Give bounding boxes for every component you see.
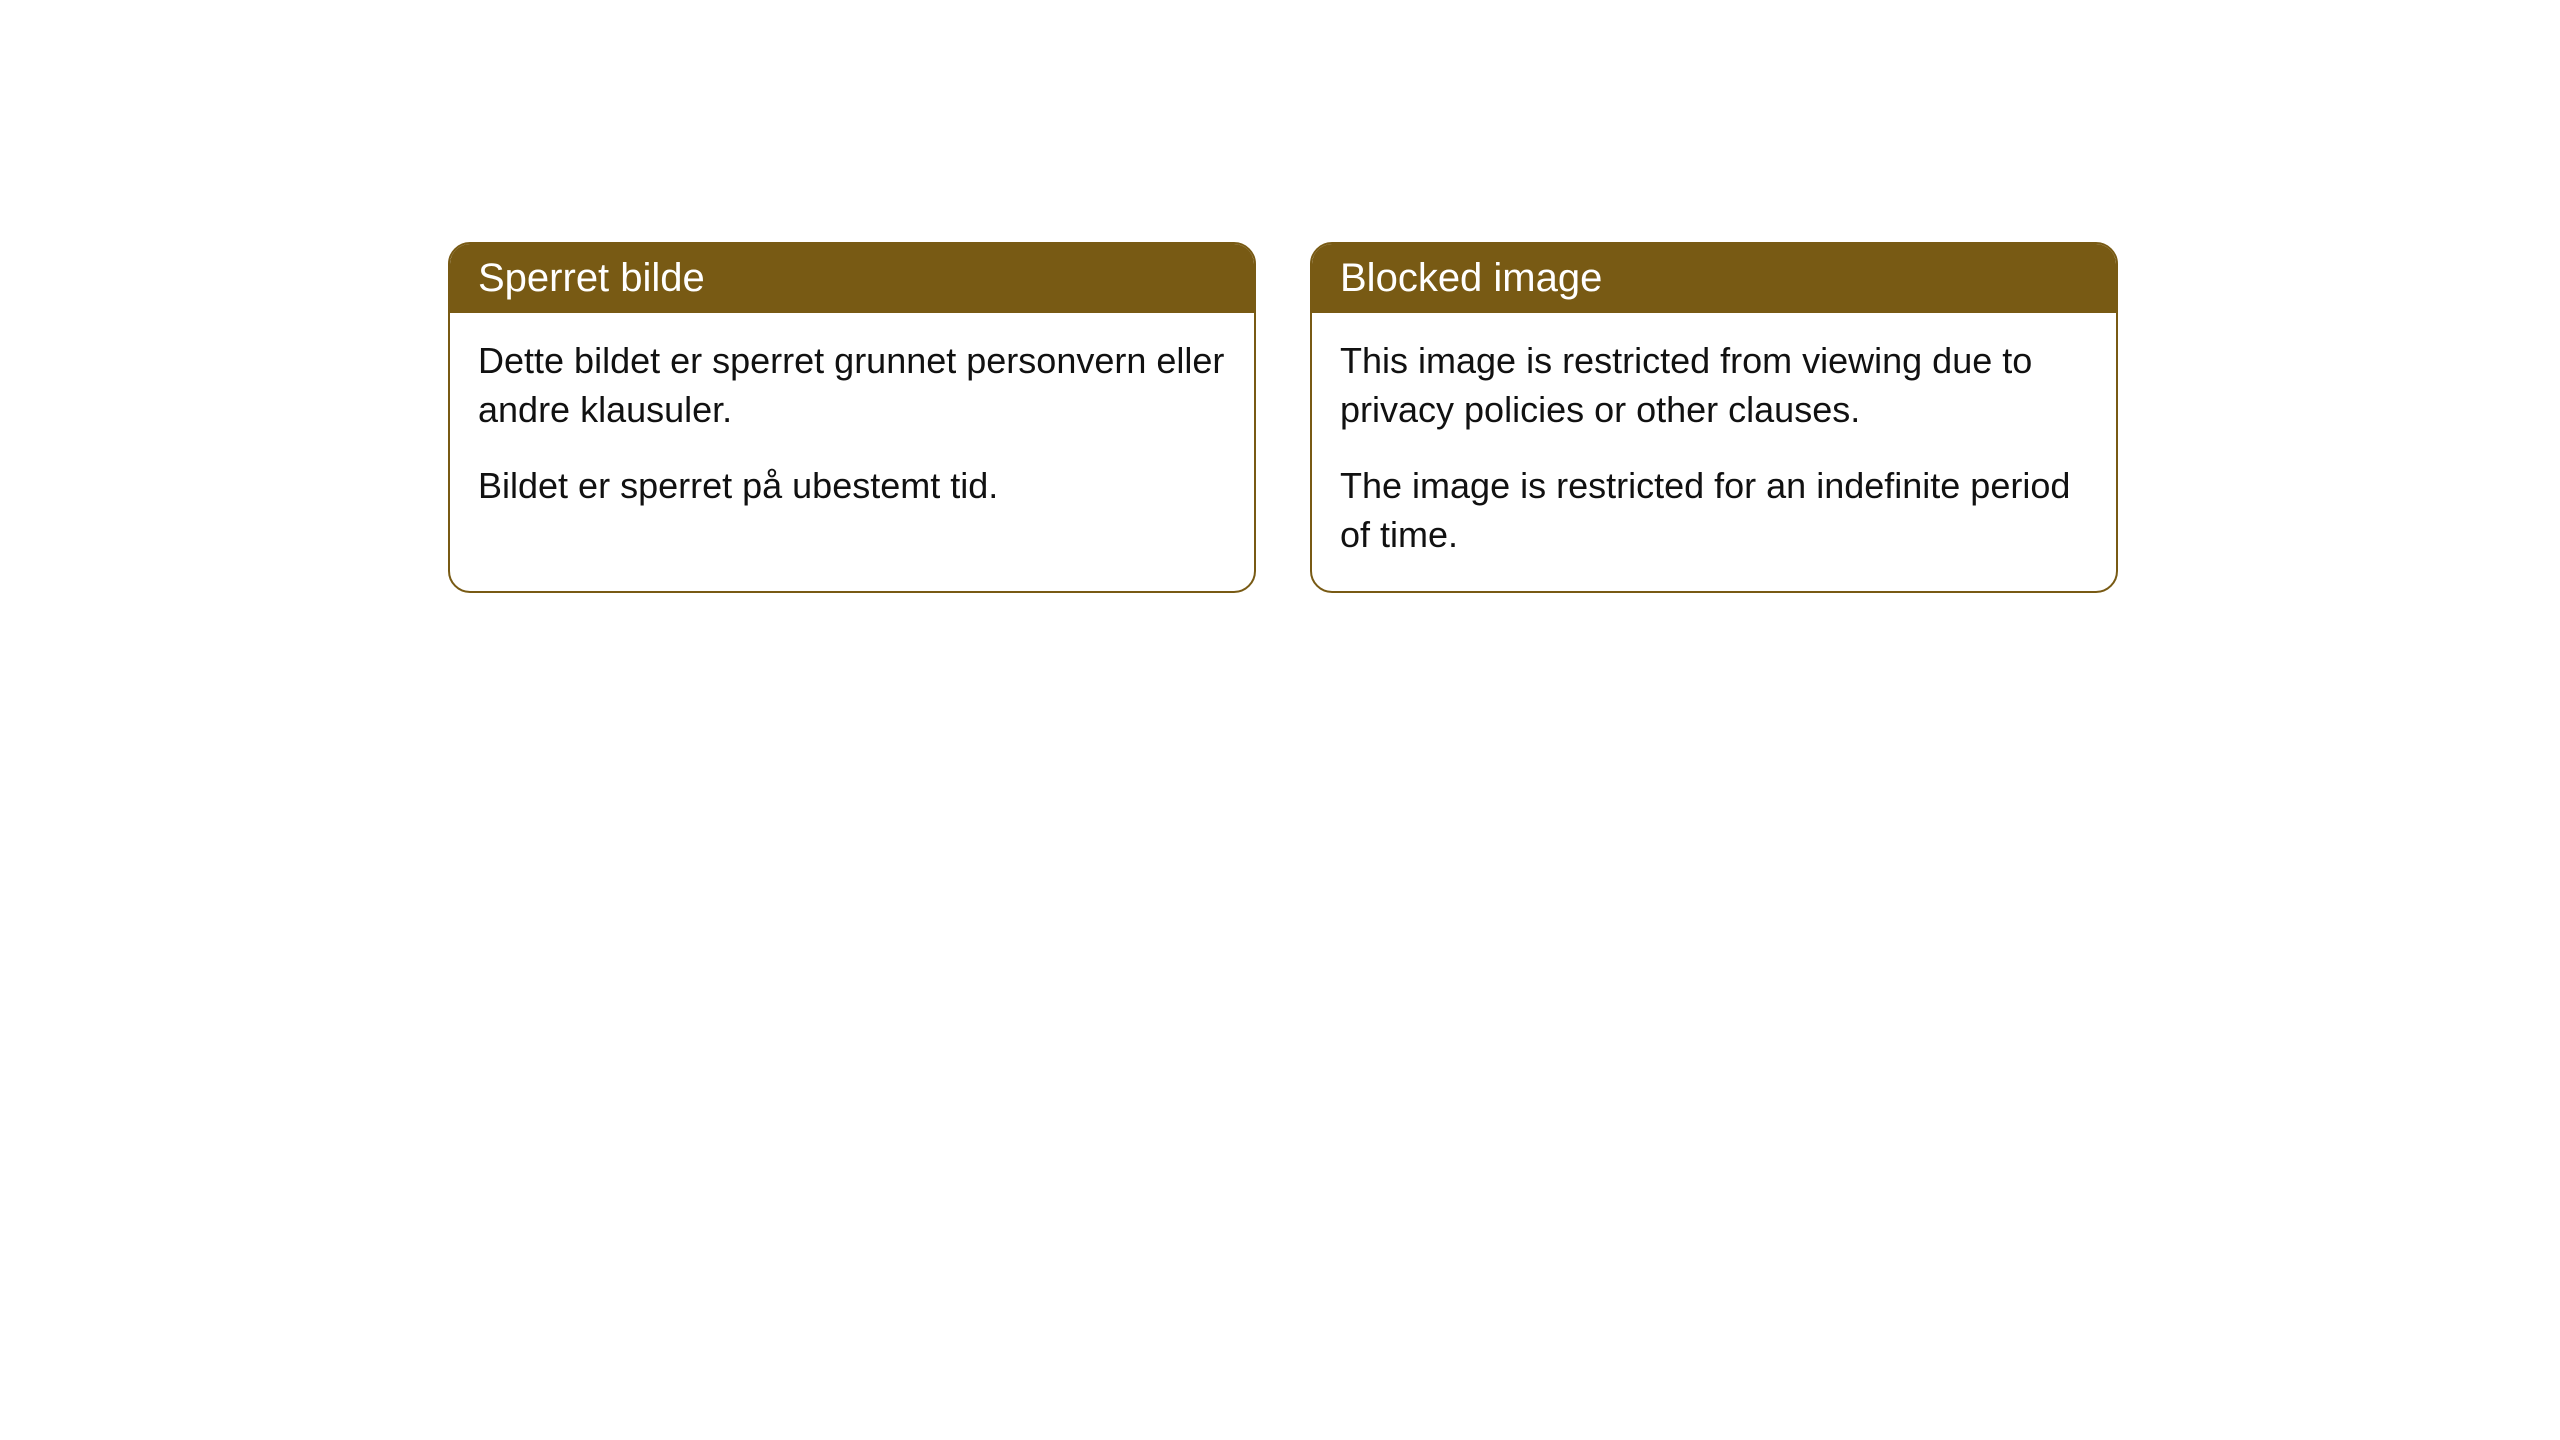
card-body-en: This image is restricted from viewing du… xyxy=(1312,313,2116,591)
card-paragraph-no-2: Bildet er sperret på ubestemt tid. xyxy=(478,462,1226,511)
card-body-no: Dette bildet er sperret grunnet personve… xyxy=(450,313,1254,543)
blocked-image-card-no: Sperret bilde Dette bildet er sperret gr… xyxy=(448,242,1256,593)
notice-container: Sperret bilde Dette bildet er sperret gr… xyxy=(0,0,2560,593)
card-header-no: Sperret bilde xyxy=(450,244,1254,313)
card-paragraph-en-1: This image is restricted from viewing du… xyxy=(1340,337,2088,434)
card-header-en: Blocked image xyxy=(1312,244,2116,313)
card-paragraph-no-1: Dette bildet er sperret grunnet personve… xyxy=(478,337,1226,434)
blocked-image-card-en: Blocked image This image is restricted f… xyxy=(1310,242,2118,593)
card-paragraph-en-2: The image is restricted for an indefinit… xyxy=(1340,462,2088,559)
